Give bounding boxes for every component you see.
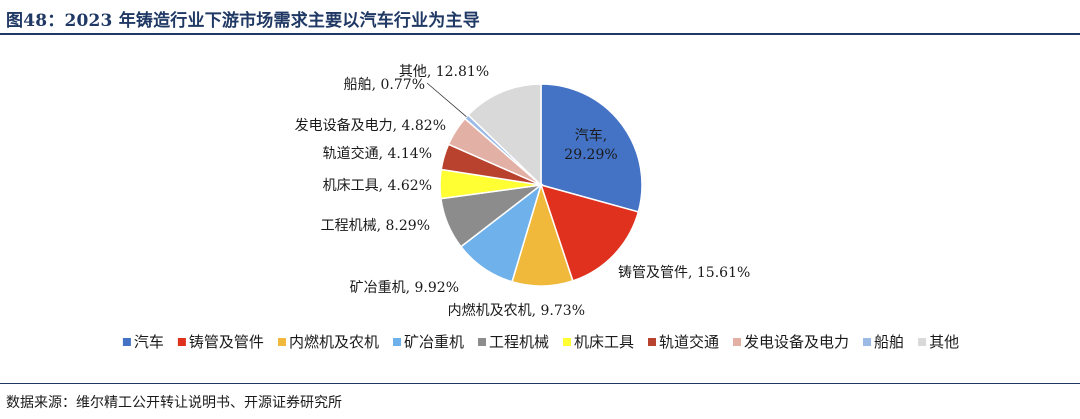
legend-label: 铸管及管件: [189, 333, 264, 351]
legend-swatch: [648, 338, 656, 346]
legend-item: 机床工具: [563, 333, 634, 351]
legend-item: 内燃机及农机: [278, 333, 379, 351]
legend-swatch: [918, 338, 927, 346]
figure-header: 图48：2023 年铸造行业下游市场需求主要以汽车行业为主导: [0, 0, 1080, 35]
legend-item: 轨道交通: [648, 333, 719, 351]
data-label: 铸管及管件, 15.61%: [618, 265, 750, 281]
legend-label: 轨道交通: [659, 333, 719, 351]
data-label: 其他, 12.81%: [399, 64, 489, 80]
legend-item: 汽车: [122, 333, 164, 351]
legend-item: 船舶: [863, 333, 904, 351]
data-label: 发电设备及电力, 4.82%: [295, 117, 446, 134]
data-label: 机床工具, 4.62%: [323, 178, 432, 194]
legend-item: 铸管及管件: [177, 333, 264, 351]
legend-label: 船舶: [874, 333, 904, 351]
leader-line: [426, 82, 467, 118]
figure-title: 图48：2023 年铸造行业下游市场需求主要以汽车行业为主导: [6, 11, 480, 31]
legend-label: 矿冶重机: [404, 333, 464, 351]
legend-label: 发电设备及电力: [744, 333, 849, 351]
data-label: 矿冶重机, 9.92%: [350, 280, 459, 296]
legend-item: 发电设备及电力: [733, 333, 849, 351]
legend-label: 工程机械: [489, 333, 549, 351]
legend-swatch: [863, 338, 871, 346]
data-source-note: 数据来源：维尔精工公开转让说明书、开源证券研究所: [6, 395, 342, 411]
legend-swatch: [393, 338, 401, 346]
legend-item: 其他: [918, 333, 959, 351]
legend-label: 内燃机及农机: [289, 333, 379, 351]
legend-label: 汽车: [134, 333, 164, 351]
legend-label: 其他: [929, 333, 959, 351]
data-label: 汽车, 29.29%: [564, 127, 617, 163]
legend-swatch: [563, 338, 571, 346]
legend-swatch: [177, 338, 186, 346]
footer-rule: [0, 383, 1080, 384]
pie-slice: [467, 83, 542, 187]
data-label: 轨道交通, 4.14%: [323, 145, 432, 162]
data-label: 内燃机及农机, 9.73%: [448, 302, 585, 319]
legend-swatch: [733, 338, 741, 346]
legend-swatch: [122, 338, 131, 346]
legend-label: 机床工具: [574, 333, 634, 351]
header-rule: [0, 33, 1080, 35]
legend-swatch: [278, 338, 286, 346]
legend-swatch: [478, 338, 486, 346]
legend-item: 矿冶重机: [393, 333, 464, 351]
pie-slice: [540, 83, 643, 213]
pie-chart: 汽车, 29.29% 铸管及管件, 15.61% 内燃机及农机, 9.73% 矿冶重机,…: [122, 64, 959, 351]
data-label: 船舶, 0.77%: [344, 77, 425, 93]
legend-item: 工程机械: [478, 333, 549, 351]
data-label: 工程机械, 8.29%: [321, 218, 430, 234]
